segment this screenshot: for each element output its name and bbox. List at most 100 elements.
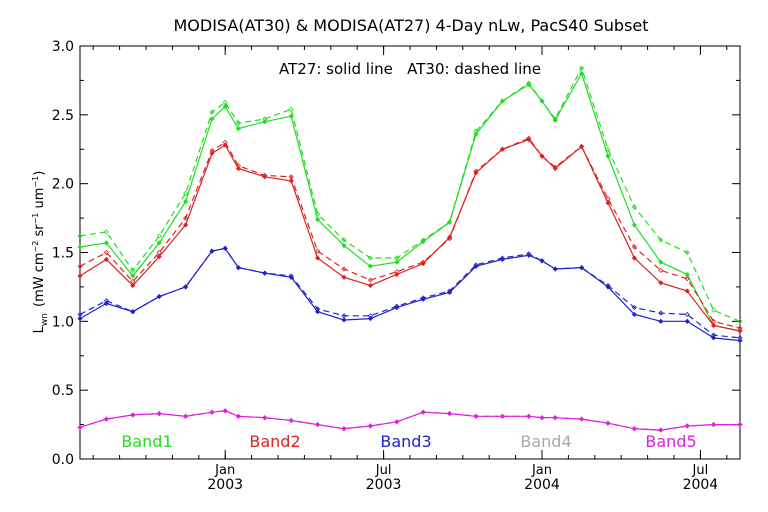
band2-at27-point bbox=[658, 280, 664, 286]
band2-at27-point bbox=[420, 260, 426, 267]
y-label-main: L bbox=[32, 325, 47, 333]
y-tick-label: 3.0 bbox=[52, 39, 74, 55]
band1-at30-point bbox=[288, 106, 294, 112]
band5-at27-point bbox=[684, 423, 690, 429]
band1-at30-point bbox=[579, 65, 585, 71]
band1-at27-point bbox=[183, 198, 189, 205]
y-tick-label: 1.0 bbox=[52, 314, 74, 330]
band2-at30-point bbox=[183, 215, 189, 221]
y-label-exp3: −1 bbox=[31, 176, 40, 188]
y-axis-label: Lwn(mW cm−2 sr−1 um−1) bbox=[31, 171, 50, 334]
series-group bbox=[77, 65, 743, 433]
band2-at27-point bbox=[130, 282, 136, 289]
band2-at30-point bbox=[367, 277, 373, 283]
y-tick-label: 2.5 bbox=[52, 108, 74, 124]
legend: Band1 Band2 Band3 Band4 Band5 bbox=[121, 432, 696, 451]
band5-at30-line bbox=[79, 410, 740, 431]
chart-title: MODISA(AT30) & MODISA(AT27) 4-Day nLw, P… bbox=[173, 16, 648, 35]
band1-at30-point bbox=[367, 255, 373, 261]
band3-at27-point bbox=[130, 309, 136, 315]
band3-at27-point bbox=[447, 289, 453, 295]
band1-at30-point bbox=[737, 318, 743, 324]
legend-band2: Band2 bbox=[249, 432, 300, 451]
band1-at27-point bbox=[473, 131, 479, 137]
band2-at27-point bbox=[552, 165, 558, 172]
band1-at30-point bbox=[235, 120, 241, 126]
band2-at30-point bbox=[631, 244, 637, 250]
band5-at27-point bbox=[235, 413, 241, 419]
band2-at30-point bbox=[103, 249, 109, 256]
band3-at27-point bbox=[658, 318, 664, 324]
band1-at27-point bbox=[447, 219, 453, 225]
band2-at30-line bbox=[79, 137, 741, 329]
y-tick-label: 0.0 bbox=[52, 452, 74, 468]
band1-at27-point bbox=[658, 259, 664, 265]
band2-at27-point bbox=[684, 288, 690, 294]
band1-at30-point bbox=[103, 229, 109, 235]
band3-at27-point bbox=[103, 300, 109, 307]
x-tick-month: Jan bbox=[531, 463, 552, 478]
band2-at27-point bbox=[156, 254, 162, 260]
band5-at27-point bbox=[658, 427, 664, 433]
legend-band4: Band4 bbox=[520, 432, 571, 451]
band5-at27-point bbox=[539, 415, 545, 421]
band3-at27-point bbox=[156, 293, 162, 300]
y-tick-label: 0.5 bbox=[52, 383, 74, 399]
band1-at30-point bbox=[605, 146, 611, 152]
band3-at27-point bbox=[77, 316, 83, 322]
band1-at30-point bbox=[658, 237, 664, 243]
band5-at27-point bbox=[631, 426, 637, 432]
x-tick-year: 2004 bbox=[683, 477, 719, 493]
band5-at27-point bbox=[209, 409, 215, 415]
band1-at27-point bbox=[579, 70, 585, 77]
band1-at27-point bbox=[552, 117, 558, 123]
band5-at27-point bbox=[420, 409, 426, 415]
band3-at27-point bbox=[579, 265, 585, 271]
band2-at27-point bbox=[526, 137, 532, 143]
band1-at27-point bbox=[130, 273, 136, 279]
band3-at27-point bbox=[235, 265, 241, 271]
band1-at27-point bbox=[235, 126, 241, 132]
band3-at27-point bbox=[315, 309, 321, 315]
x-tick-year: 2004 bbox=[524, 477, 560, 493]
band3-at27-point bbox=[394, 305, 400, 311]
band2-at27-point bbox=[235, 165, 241, 172]
band3-at27-line bbox=[79, 247, 741, 342]
band2-at27-point bbox=[315, 255, 321, 261]
band2-at27-point bbox=[103, 256, 109, 262]
band5-at27-point bbox=[222, 408, 228, 414]
band2-at27-point bbox=[447, 234, 453, 240]
band3-at27-point bbox=[631, 311, 637, 318]
band5-at27-point bbox=[103, 416, 109, 422]
band1-at27-point bbox=[367, 263, 373, 269]
band5-at27-point bbox=[526, 413, 532, 419]
band1-at27-point bbox=[77, 244, 83, 250]
band1-at27-point bbox=[262, 119, 268, 125]
band1-at30-point bbox=[711, 307, 717, 313]
x-tick-month: Jan bbox=[214, 463, 235, 478]
band3-at30-line bbox=[79, 247, 741, 339]
band2-at30-point bbox=[315, 248, 321, 254]
band2-at27-point bbox=[367, 282, 373, 289]
band1-at27-point bbox=[222, 104, 228, 110]
band5-at27-point bbox=[711, 422, 717, 428]
band2-at27-point bbox=[209, 150, 215, 156]
y-label-exp1: −2 bbox=[31, 241, 40, 253]
x-tick-month: Jul bbox=[692, 463, 709, 478]
band2-at27-point bbox=[499, 146, 505, 152]
band1-at30-point bbox=[684, 249, 690, 256]
band5-at27-point bbox=[77, 424, 83, 430]
band2-at27-line bbox=[79, 138, 741, 332]
band3-at27-point bbox=[684, 318, 690, 324]
band3-at27-point bbox=[420, 296, 426, 302]
band1-at27-point bbox=[499, 98, 505, 104]
band5-at27-point bbox=[394, 419, 400, 425]
band3-at27-point bbox=[711, 335, 717, 341]
band3-at27-point bbox=[341, 317, 347, 323]
band2-at27-point bbox=[539, 153, 545, 159]
band3-at27-point bbox=[539, 258, 545, 264]
band1-at30-point bbox=[341, 237, 347, 243]
band2-at27-point bbox=[183, 222, 189, 228]
y-label-sub: wn bbox=[40, 313, 50, 326]
